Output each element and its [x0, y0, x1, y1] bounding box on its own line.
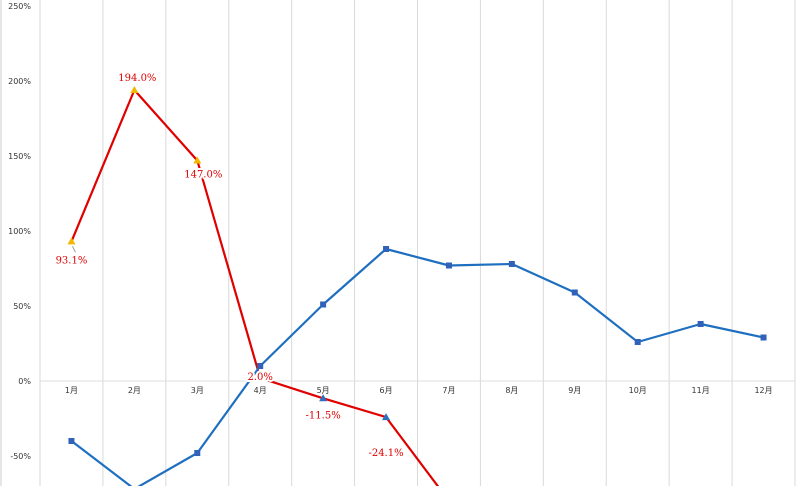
- x-tick-label: 2月: [128, 386, 141, 395]
- x-tick-label: 10月: [629, 386, 647, 395]
- grid-lines: [39, 0, 796, 486]
- data-point: [320, 301, 327, 308]
- x-tick-label: 9月: [568, 386, 581, 395]
- x-tick-label: 6月: [379, 386, 392, 395]
- y-tick-label: 100%: [8, 227, 31, 236]
- x-tick-label: 8月: [505, 386, 518, 395]
- data-point: [319, 394, 328, 402]
- y-tick-label: 0%: [18, 377, 31, 386]
- x-tick-label: 5月: [317, 386, 330, 395]
- data-point: [634, 339, 641, 345]
- data-point: [383, 246, 390, 252]
- y-tick-label: 200%: [8, 77, 31, 86]
- label-leader-line: [72, 246, 76, 253]
- data-label: 147.0%: [184, 170, 222, 181]
- series-line-2: [70, 247, 764, 486]
- data-point: [193, 156, 202, 164]
- data-label: 194.0%: [118, 73, 156, 84]
- y-axis: -50% 0% 50% 100% 150% 200% 250%: [0, 0, 31, 486]
- data-point: [68, 438, 75, 444]
- y-tick-label: -50%: [10, 452, 31, 461]
- data-point: [256, 374, 265, 381]
- x-tick-label: 11月: [692, 386, 710, 395]
- data-labels: 93.1% 194.0% 147.0% 2.0% -11.5% -24.1%: [54, 71, 406, 461]
- data-point: [130, 86, 139, 93]
- data-point: [697, 321, 704, 327]
- y-tick-label: 150%: [8, 152, 31, 161]
- data-label: -24.1%: [368, 448, 403, 459]
- data-point: [194, 450, 201, 456]
- data-point: [257, 363, 264, 369]
- data-point: [508, 261, 515, 267]
- x-tick-label: 3月: [191, 386, 204, 395]
- data-point: [760, 334, 767, 341]
- series-line-1: [70, 88, 440, 486]
- data-label: 2.0%: [248, 372, 273, 383]
- y-tick-label: 50%: [13, 302, 31, 311]
- y-tick-label: 250%: [8, 2, 31, 11]
- data-label: -11.5%: [306, 410, 341, 421]
- series-group: [67, 86, 767, 486]
- x-tick-label: 7月: [442, 386, 455, 395]
- data-point: [571, 289, 578, 296]
- x-tick-label: 4月: [254, 386, 267, 395]
- data-label: 93.1%: [56, 255, 88, 266]
- data-point: [67, 237, 76, 245]
- data-point: [445, 262, 452, 269]
- x-tick-label: 12月: [754, 386, 772, 395]
- data-point: [382, 413, 391, 421]
- x-tick-label: 1月: [65, 386, 78, 395]
- x-axis: 1月 2月 3月 4月 5月 6月 7月 8月 9月 10月 11月 12月: [65, 386, 773, 395]
